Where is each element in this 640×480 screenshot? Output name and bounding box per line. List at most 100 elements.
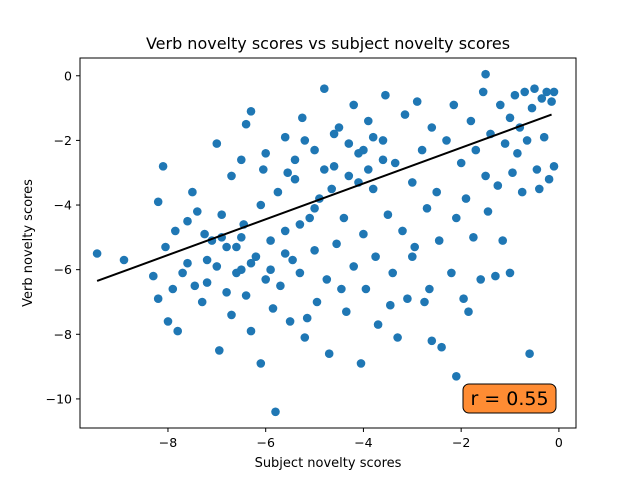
fit-line: [96, 113, 552, 282]
data-point-126: [532, 165, 542, 174]
data-point-134: [549, 87, 559, 97]
data-point-63: [342, 307, 351, 317]
data-point-159: [310, 204, 319, 213]
data-point-142: [344, 139, 354, 148]
data-point-69: [359, 229, 368, 239]
data-point-137: [464, 307, 473, 317]
correlation-annotation: r = 0.55: [462, 383, 557, 414]
data-point-77: [383, 210, 393, 219]
data-point-100: [461, 194, 471, 203]
data-point-118: [513, 149, 522, 158]
data-point-5: [158, 162, 168, 171]
data-point-25: [227, 310, 236, 320]
data-point-128: [537, 94, 547, 103]
data-point-110: [493, 181, 503, 190]
data-point-93: [437, 342, 446, 352]
data-point-158: [295, 220, 305, 229]
data-point-0: [92, 249, 102, 258]
data-point-123: [525, 349, 534, 359]
data-point-76: [381, 90, 390, 100]
data-point-94: [442, 136, 451, 145]
data-point-45: [285, 317, 295, 326]
data-point-91: [432, 187, 442, 197]
data-point-48: [295, 268, 305, 278]
data-point-51: [305, 213, 315, 223]
x-tick-label: −4: [354, 435, 372, 450]
data-point-162: [302, 313, 312, 323]
data-point-54: [312, 297, 322, 307]
data-point-2: [149, 271, 158, 281]
data-point-117: [510, 90, 520, 100]
data-point-80: [393, 333, 402, 342]
y-tick-label: −2: [54, 133, 72, 148]
data-point-122: [522, 136, 532, 145]
data-point-130: [542, 87, 551, 97]
y-tick-label: −8: [54, 327, 72, 342]
data-point-106: [481, 171, 490, 181]
data-point-31: [246, 107, 256, 116]
data-point-59: [329, 162, 339, 171]
data-point-131: [544, 174, 554, 184]
data-point-90: [427, 123, 437, 132]
data-point-88: [422, 204, 432, 213]
data-point-9: [173, 326, 182, 336]
data-point-39: [268, 304, 278, 313]
y-tick-label: 0: [64, 68, 72, 83]
data-point-115: [505, 113, 515, 123]
data-point-46: [288, 255, 297, 265]
data-point-153: [266, 265, 275, 275]
plot-frame: [79, 57, 577, 429]
data-point-57: [322, 275, 332, 284]
data-point-33: [251, 252, 261, 261]
data-point-43: [280, 132, 290, 142]
data-point-78: [388, 268, 398, 278]
data-point-163: [337, 284, 346, 294]
data-point-149: [364, 165, 373, 174]
data-points: [92, 69, 559, 417]
data-point-8: [171, 226, 180, 236]
x-tick-label: −2: [452, 435, 470, 450]
data-point-66: [349, 100, 359, 110]
data-point-140: [300, 136, 310, 145]
data-point-53: [310, 145, 319, 155]
data-point-152: [246, 258, 256, 268]
data-point-40: [271, 407, 280, 417]
x-tick-label: 0: [555, 435, 563, 450]
data-point-11: [183, 258, 192, 268]
data-point-127: [535, 184, 544, 194]
data-point-30: [241, 291, 251, 300]
data-point-7: [168, 284, 178, 294]
annotation-text: r = 0.55: [470, 388, 548, 410]
data-point-81: [398, 226, 407, 236]
data-point-1: [119, 255, 129, 265]
data-point-155: [202, 255, 212, 265]
data-point-10: [178, 268, 187, 278]
data-point-20: [212, 139, 222, 148]
data-point-12: [188, 187, 197, 197]
data-point-19: [212, 262, 222, 271]
data-point-37: [261, 149, 271, 158]
data-point-52: [310, 246, 319, 255]
data-point-107: [483, 207, 493, 216]
data-point-111: [496, 100, 505, 110]
data-point-23: [222, 288, 231, 297]
x-tick-label: −8: [159, 435, 177, 450]
data-point-4: [153, 197, 163, 207]
data-point-92: [434, 236, 444, 245]
y-axis-label: Verb novelty scores: [21, 179, 36, 307]
data-point-125: [530, 84, 539, 93]
data-point-89: [425, 284, 434, 294]
data-point-36: [261, 275, 271, 284]
data-point-116: [508, 168, 517, 177]
data-point-95: [447, 268, 456, 278]
data-point-98: [456, 158, 466, 168]
data-point-74: [373, 320, 383, 329]
data-point-101: [466, 116, 476, 126]
y-axis-ticks: 0 −2 −4 −6 −8 −10: [46, 68, 80, 406]
data-point-64: [344, 171, 354, 181]
data-point-82: [400, 110, 410, 119]
data-point-26: [232, 242, 241, 252]
data-point-71: [364, 116, 373, 126]
data-point-157: [237, 233, 246, 242]
